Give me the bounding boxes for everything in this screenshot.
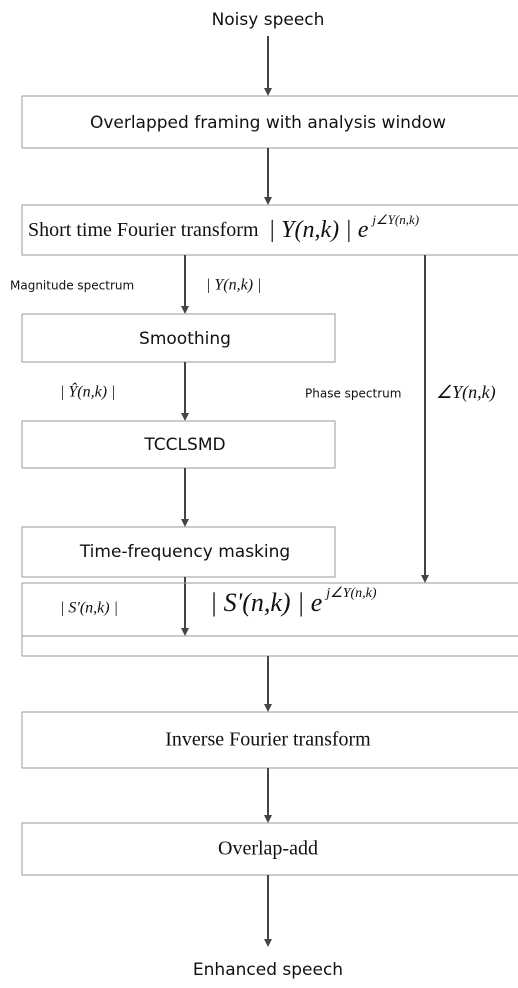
box	[21, 822, 518, 876]
phase-label: Phase spectrum	[305, 387, 401, 401]
stft-formula: | Y(n,k) | e	[269, 217, 369, 243]
stft-text: Short time Fourier transform | Y(n,k) | …	[28, 212, 419, 243]
box	[21, 313, 336, 363]
reconstruct-formula: | S'(n,k) | e	[210, 588, 322, 617]
stft-exponent: j∠Y(n,k)	[370, 212, 419, 227]
box	[21, 526, 336, 578]
node-label: TCCLSMD	[143, 435, 225, 455]
node-label: Inverse Fourier transform	[165, 729, 371, 751]
box	[21, 711, 518, 769]
reconstruct-exponent: j∠Y(n,k)	[324, 586, 377, 601]
phase-formula: ∠Y(n,k)	[436, 382, 496, 403]
box	[21, 420, 336, 469]
magnitude-label: Magnitude spectrum	[10, 279, 134, 293]
box	[21, 582, 518, 657]
input-label: Noisy speech	[212, 10, 325, 30]
reconstruct-text: | S'(n,k) | e j∠Y(n,k)	[210, 586, 377, 617]
node-label: Overlapped framing with analysis window	[90, 113, 446, 133]
box	[21, 635, 518, 657]
smoothed-formula: | Ŷ(n,k) |	[60, 382, 115, 401]
node-label: Smoothing	[139, 329, 231, 349]
stft-label: Short time Fourier transform	[28, 219, 259, 241]
masked-formula: | S'(n,k) |	[60, 600, 118, 617]
box	[21, 204, 518, 256]
output-label: Enhanced speech	[193, 960, 343, 980]
node-label: Overlap-add	[218, 838, 318, 860]
box	[21, 95, 518, 149]
magnitude-formula: | Y(n,k) |	[206, 277, 261, 294]
node-label: Time-frequency masking	[79, 542, 290, 562]
